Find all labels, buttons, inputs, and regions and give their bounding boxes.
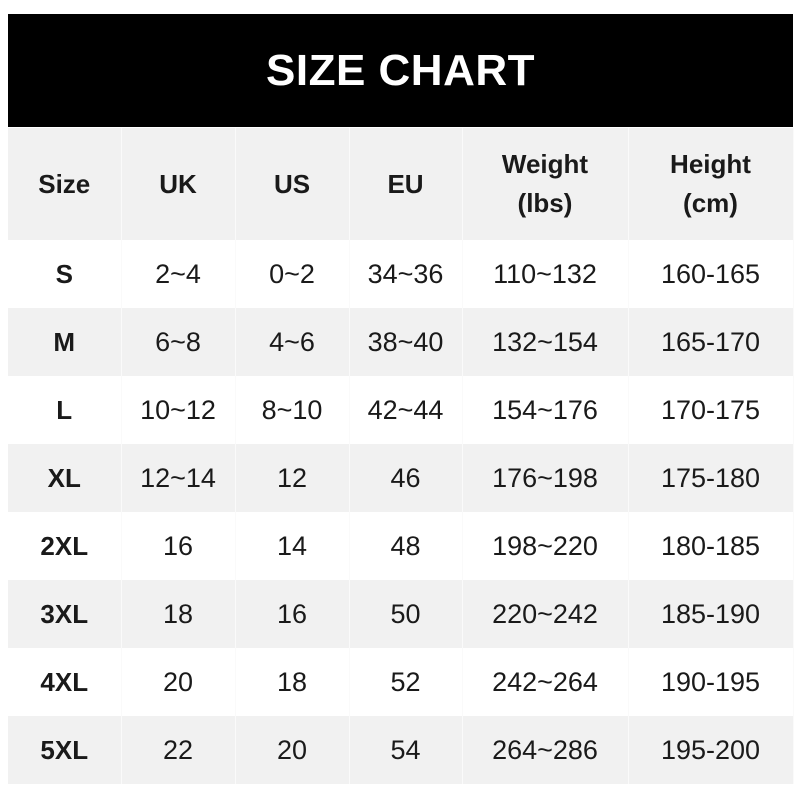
page-title: SIZE CHART <box>8 14 793 127</box>
table-cell: 190-195 <box>628 648 794 716</box>
table-cell: 20 <box>121 648 236 716</box>
table-cell: 165-170 <box>628 308 794 376</box>
table-cell: 54 <box>349 716 463 784</box>
table-cell: 110~132 <box>462 240 629 308</box>
size-cell: L <box>8 376 122 444</box>
table-cell: 34~36 <box>349 240 463 308</box>
size-cell: XL <box>8 444 122 512</box>
column-header: UK <box>121 128 236 240</box>
table-cell: 10~12 <box>121 376 236 444</box>
table-cell: 185-190 <box>628 580 794 648</box>
header-row: Size UK US EU Weight (lbs) Height (cm) <box>8 128 794 240</box>
table-cell: 0~2 <box>235 240 350 308</box>
table-cell: 175-180 <box>628 444 794 512</box>
column-header: Size <box>8 128 122 240</box>
table-cell: 198~220 <box>462 512 629 580</box>
table-cell: 154~176 <box>462 376 629 444</box>
table-cell: 12~14 <box>121 444 236 512</box>
table-cell: 42~44 <box>349 376 463 444</box>
table-cell: 50 <box>349 580 463 648</box>
table-row: S 2~4 0~2 34~36 110~132 160-165 <box>8 240 794 308</box>
table-cell: 2~4 <box>121 240 236 308</box>
column-header: Height (cm) <box>628 128 794 240</box>
table-row: XL 12~14 12 46 176~198 175-180 <box>8 444 794 512</box>
size-chart-table: Size UK US EU Weight (lbs) Height (cm) S 2~4 0~… <box>8 128 794 784</box>
size-cell: 4XL <box>8 648 122 716</box>
table-cell: 16 <box>235 580 350 648</box>
table-cell: 38~40 <box>349 308 463 376</box>
table-cell: 195-200 <box>628 716 794 784</box>
table-cell: 22 <box>121 716 236 784</box>
size-cell: 3XL <box>8 580 122 648</box>
table-row: M 6~8 4~6 38~40 132~154 165-170 <box>8 308 794 376</box>
size-cell: M <box>8 308 122 376</box>
size-cell: S <box>8 240 122 308</box>
table-cell: 18 <box>121 580 236 648</box>
table-row: 5XL 22 20 54 264~286 195-200 <box>8 716 794 784</box>
table-cell: 8~10 <box>235 376 350 444</box>
table-cell: 264~286 <box>462 716 629 784</box>
table-cell: 132~154 <box>462 308 629 376</box>
table-cell: 48 <box>349 512 463 580</box>
table-cell: 52 <box>349 648 463 716</box>
table-cell: 220~242 <box>462 580 629 648</box>
table-cell: 180-185 <box>628 512 794 580</box>
table-cell: 176~198 <box>462 444 629 512</box>
table-cell: 6~8 <box>121 308 236 376</box>
column-header: EU <box>349 128 463 240</box>
table-row: L 10~12 8~10 42~44 154~176 170-175 <box>8 376 794 444</box>
table-cell: 20 <box>235 716 350 784</box>
table-cell: 160-165 <box>628 240 794 308</box>
column-header: Weight (lbs) <box>462 128 629 240</box>
table-cell: 242~264 <box>462 648 629 716</box>
table-cell: 16 <box>121 512 236 580</box>
table-cell: 170-175 <box>628 376 794 444</box>
table-cell: 12 <box>235 444 350 512</box>
table-cell: 46 <box>349 444 463 512</box>
column-header: US <box>235 128 350 240</box>
table-cell: 14 <box>235 512 350 580</box>
size-cell: 2XL <box>8 512 122 580</box>
table-row: 3XL 18 16 50 220~242 185-190 <box>8 580 794 648</box>
table-cell: 4~6 <box>235 308 350 376</box>
table-row: 4XL 20 18 52 242~264 190-195 <box>8 648 794 716</box>
size-cell: 5XL <box>8 716 122 784</box>
table-row: 2XL 16 14 48 198~220 180-185 <box>8 512 794 580</box>
table-cell: 18 <box>235 648 350 716</box>
